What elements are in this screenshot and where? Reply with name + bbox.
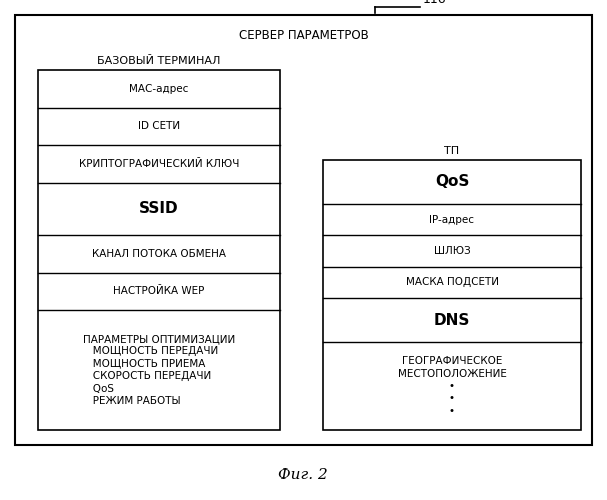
Text: Фиг. 2: Фиг. 2 (278, 468, 328, 482)
Bar (15, 15, 592, 445)
Text: SSID: SSID (139, 201, 179, 216)
Text: ID СЕТИ: ID СЕТИ (138, 121, 180, 131)
Bar (38, 70, 280, 430)
Text: IP-адрес: IP-адрес (430, 214, 475, 224)
Text: QoS: QoS (435, 174, 469, 190)
Text: DNS: DNS (434, 312, 470, 328)
Text: МАСКА ПОДСЕТИ: МАСКА ПОДСЕТИ (405, 278, 498, 287)
Text: МАС-адрес: МАС-адрес (129, 84, 189, 94)
Text: ПАРАМЕТРЫ ОПТИМИЗАЦИИ
   МОЩНОСТЬ ПЕРЕДАЧИ
   МОЩНОСТЬ ПРИЕМА
   СКОРОСТЬ ПЕРЕДА: ПАРАМЕТРЫ ОПТИМИЗАЦИИ МОЩНОСТЬ ПЕРЕДАЧИ … (83, 334, 235, 406)
Text: БАЗОВЫЙ ТЕРМИНАЛ: БАЗОВЫЙ ТЕРМИНАЛ (97, 56, 221, 66)
Text: ТП: ТП (444, 146, 459, 156)
Text: СЕРВЕР ПАРАМЕТРОВ: СЕРВЕР ПАРАМЕТРОВ (239, 29, 368, 42)
Text: ГЕОГРАФИЧЕСКОЕ
МЕСТОПОЛОЖЕНИЕ
•
•
•: ГЕОГРАФИЧЕСКОЕ МЕСТОПОЛОЖЕНИЕ • • • (398, 356, 506, 416)
Text: КРИПТОГРАФИЧЕСКИЙ КЛЮЧ: КРИПТОГРАФИЧЕСКИЙ КЛЮЧ (79, 159, 239, 169)
Text: КАНАЛ ПОТОКА ОБМЕНА: КАНАЛ ПОТОКА ОБМЕНА (92, 248, 226, 259)
Text: ШЛЮЗ: ШЛЮЗ (433, 246, 470, 256)
Text: НАСТРОЙКА WEP: НАСТРОЙКА WEP (114, 286, 205, 296)
Text: 116: 116 (423, 0, 447, 6)
Bar (323, 160, 581, 430)
